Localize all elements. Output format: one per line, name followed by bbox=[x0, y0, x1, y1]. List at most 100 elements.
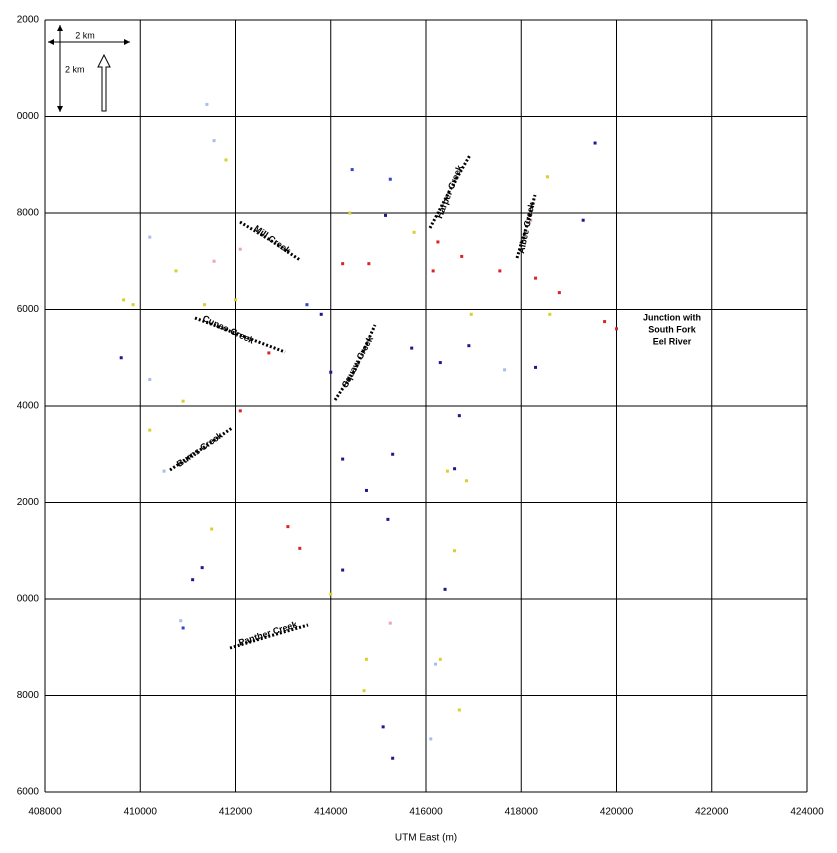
data-point bbox=[298, 546, 302, 550]
y-tick-label: 2000 bbox=[17, 15, 40, 26]
data-point bbox=[548, 312, 552, 316]
data-point bbox=[434, 662, 438, 666]
data-point bbox=[205, 102, 209, 106]
data-point bbox=[341, 262, 345, 266]
data-point bbox=[388, 621, 392, 625]
y-tick-label: 0000 bbox=[17, 111, 40, 122]
data-point bbox=[348, 211, 352, 215]
x-tick-label: 418000 bbox=[505, 807, 539, 818]
data-point bbox=[460, 254, 464, 258]
y-tick-label: 2000 bbox=[17, 497, 40, 508]
data-point bbox=[286, 525, 290, 529]
y-tick-label: 8000 bbox=[17, 208, 40, 219]
data-point bbox=[122, 298, 126, 302]
data-point bbox=[364, 657, 368, 661]
data-point bbox=[234, 298, 237, 302]
data-point bbox=[593, 141, 597, 145]
data-point bbox=[388, 177, 392, 181]
data-point bbox=[603, 320, 607, 324]
data-point bbox=[341, 457, 345, 461]
data-point bbox=[384, 213, 388, 217]
data-point bbox=[148, 428, 152, 432]
x-tick-label: 416000 bbox=[409, 807, 443, 818]
data-point bbox=[362, 689, 366, 693]
x-tick-label: 408000 bbox=[28, 807, 62, 818]
data-point bbox=[224, 158, 228, 162]
x-axis-label: UTM East (m) bbox=[395, 833, 457, 844]
data-point bbox=[453, 549, 457, 553]
y-tick-label: 6000 bbox=[17, 787, 40, 798]
data-point bbox=[557, 291, 561, 295]
data-point bbox=[467, 344, 471, 348]
data-point bbox=[412, 230, 416, 234]
data-point bbox=[179, 619, 183, 623]
data-point bbox=[438, 361, 442, 365]
data-point bbox=[453, 467, 457, 471]
data-point bbox=[581, 218, 585, 222]
data-point bbox=[529, 218, 533, 222]
data-point bbox=[341, 568, 345, 572]
data-point bbox=[319, 312, 323, 316]
data-point bbox=[464, 479, 468, 483]
x-tick-label: 420000 bbox=[600, 807, 634, 818]
data-point bbox=[429, 737, 433, 741]
data-point bbox=[267, 351, 271, 355]
scale-box bbox=[46, 21, 136, 116]
data-point bbox=[367, 262, 371, 266]
data-point bbox=[534, 365, 538, 369]
data-point bbox=[534, 276, 538, 280]
y-tick-label: 0000 bbox=[17, 594, 40, 605]
junction-label: Junction with bbox=[643, 312, 701, 322]
data-point bbox=[381, 725, 385, 729]
data-point bbox=[148, 377, 152, 381]
data-point bbox=[386, 517, 390, 521]
data-point bbox=[191, 578, 195, 582]
data-point bbox=[203, 303, 207, 307]
data-point bbox=[238, 247, 242, 251]
data-point bbox=[431, 269, 435, 273]
data-point bbox=[391, 756, 395, 760]
data-point bbox=[162, 469, 166, 473]
creek-line bbox=[194, 316, 286, 354]
data-point bbox=[329, 370, 333, 374]
junction-label: Eel River bbox=[653, 336, 692, 346]
data-point bbox=[212, 259, 216, 263]
x-tick-label: 414000 bbox=[314, 807, 348, 818]
grid bbox=[44, 19, 808, 793]
creek-line bbox=[229, 623, 309, 650]
creek-line bbox=[333, 324, 377, 401]
creek-line bbox=[428, 154, 472, 229]
data-point bbox=[329, 592, 333, 596]
data-point bbox=[503, 368, 507, 372]
data-point bbox=[305, 303, 309, 307]
data-point bbox=[545, 175, 549, 179]
y-tick-label: 8000 bbox=[17, 690, 40, 701]
data-point bbox=[131, 303, 135, 307]
data-point bbox=[469, 312, 473, 316]
y-tick-label: 6000 bbox=[17, 304, 40, 315]
junction-label: South Fork bbox=[648, 324, 696, 334]
data-point bbox=[238, 409, 242, 413]
data-point bbox=[210, 527, 214, 531]
scale-label-x: 2 km bbox=[75, 30, 95, 40]
data-point bbox=[181, 399, 185, 403]
north-arrow bbox=[97, 53, 111, 112]
data-point bbox=[438, 657, 442, 661]
points bbox=[119, 102, 618, 760]
data-point bbox=[212, 139, 216, 143]
data-point bbox=[391, 452, 395, 456]
creek-line bbox=[169, 426, 233, 472]
data-point bbox=[200, 566, 204, 570]
data-point bbox=[350, 168, 354, 172]
data-point bbox=[457, 708, 461, 712]
data-point bbox=[174, 269, 178, 273]
data-point bbox=[181, 626, 185, 630]
data-point bbox=[410, 346, 414, 350]
data-point bbox=[457, 414, 461, 418]
scale-label-y: 2 km bbox=[65, 64, 85, 74]
y-tick-label: 4000 bbox=[17, 401, 40, 412]
data-point bbox=[364, 488, 368, 492]
data-point bbox=[443, 587, 447, 591]
